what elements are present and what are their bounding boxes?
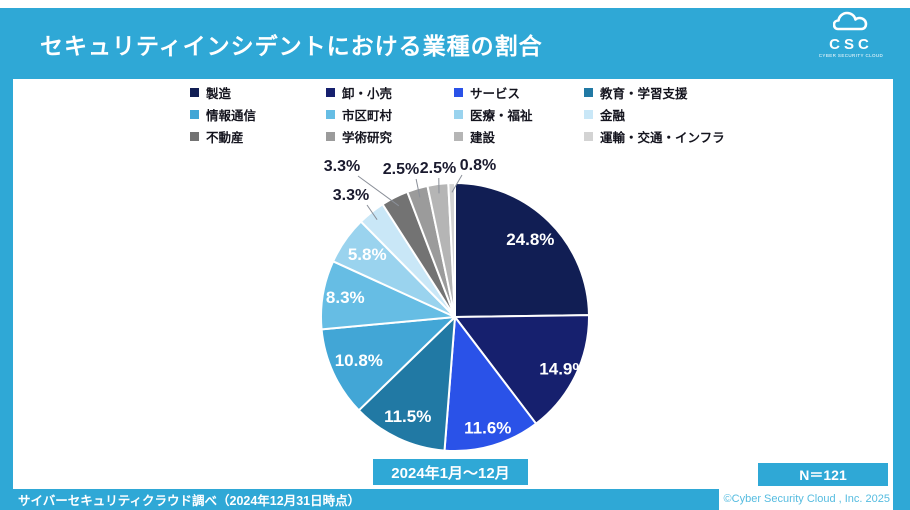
legend-swatch — [326, 88, 335, 97]
legend-swatch — [190, 110, 199, 119]
pie-slice — [454, 314, 590, 425]
legend-swatch — [584, 88, 593, 97]
cloud-icon — [832, 11, 868, 31]
legend-label: 製造 — [206, 87, 232, 101]
legend-label: 学術研究 — [342, 131, 393, 145]
pie-slice-value-label: 3.3% — [333, 187, 369, 204]
legend-swatch — [584, 110, 593, 119]
frame-right — [893, 8, 910, 510]
legend-item: 学術研究 — [326, 129, 454, 145]
legend-item: 教育・学習支援 — [584, 85, 725, 101]
pie-slice-value-label: 8.3% — [326, 288, 365, 307]
pie-slice — [357, 316, 456, 452]
legend-item: 金融 — [584, 107, 725, 123]
copyright-text: ©Cyber Security Cloud , Inc. 2025 — [723, 493, 890, 505]
legend-label: 情報通信 — [206, 109, 257, 123]
pie-slice — [443, 316, 538, 452]
legend-swatch — [326, 132, 335, 141]
legend-label: 運輸・交通・インフラ — [600, 131, 725, 145]
pie-slice-value-label: 24.8% — [506, 230, 554, 249]
sample-size-box: N＝121 — [758, 463, 888, 486]
legend-item: 製造 — [190, 85, 326, 101]
legend-label: 医療・福祉 — [470, 109, 533, 123]
legend-label: 卸・小売 — [342, 87, 393, 101]
pie-slice-value-label: 11.5% — [384, 407, 431, 426]
legend-swatch — [326, 110, 335, 119]
pie-slice-value-label: 2.5% — [383, 161, 419, 178]
pie-slice-value-label: 11.6% — [464, 418, 511, 437]
pie-slice-value-label: 5.8% — [348, 245, 387, 264]
label-leader-line — [451, 174, 463, 193]
legend-label: 建設 — [470, 131, 496, 145]
legend-swatch — [454, 88, 463, 97]
legend-label: 金融 — [600, 109, 626, 123]
csc-logo: CSC CYBER SECURITY CLOUD — [816, 11, 886, 59]
footer-band — [0, 489, 719, 510]
legend-swatch — [454, 110, 463, 119]
legend-label: 市区町村 — [342, 109, 393, 123]
label-leader-line — [357, 175, 400, 207]
pie-slice-value-label: 0.8% — [460, 157, 496, 174]
pie-slice-value-label: 2.5% — [420, 160, 456, 177]
legend-item: 不動産 — [190, 129, 326, 145]
period-label-box: 2024年1月～12月 — [373, 459, 528, 485]
pie-slice-value-label: 10.8% — [335, 351, 383, 370]
pie-slice-value-label: 14.9% — [539, 359, 587, 378]
legend-item: 情報通信 — [190, 107, 326, 123]
legend-item: 市区町村 — [326, 107, 454, 123]
legend-swatch — [190, 132, 199, 141]
logo-tagline: CYBER SECURITY CLOUD — [818, 53, 884, 58]
header-band — [8, 8, 910, 79]
legend-item: サービス — [454, 85, 584, 101]
legend-swatch — [454, 132, 463, 141]
frame-left — [0, 8, 13, 510]
legend-label: サービス — [470, 87, 521, 101]
pie-slice-value-label: 3.3% — [324, 158, 360, 175]
page-title: セキュリティインシデントにおける業種の割合 — [40, 33, 543, 59]
label-leader-line — [415, 178, 421, 198]
legend-label: 教育・学習支援 — [600, 87, 688, 101]
legend-item: 医療・福祉 — [454, 107, 584, 123]
label-leader-line — [366, 204, 378, 220]
survey-note: サイバーセキュリティクラウド調べ（2024年12月31日時点） — [18, 494, 361, 508]
logo-text: CSC — [829, 36, 873, 53]
period-label: 2024年1月～12月 — [391, 464, 510, 482]
legend-item: 卸・小売 — [326, 85, 454, 101]
legend-item: 運輸・交通・インフラ — [584, 129, 725, 145]
legend-swatch — [584, 132, 593, 141]
chart-legend: 製造 卸・小売 サービス 教育・学習支援情報通信 市区町村 医療・福祉 金融不動産 学術研究 建… — [190, 85, 725, 145]
sample-size-label: N＝121 — [799, 466, 847, 483]
pie-slice — [447, 182, 456, 318]
legend-swatch — [190, 88, 199, 97]
pie-slice — [454, 182, 590, 318]
pie-slice — [320, 316, 456, 412]
legend-item: 建設 — [454, 129, 584, 145]
legend-label: 不動産 — [206, 131, 244, 145]
